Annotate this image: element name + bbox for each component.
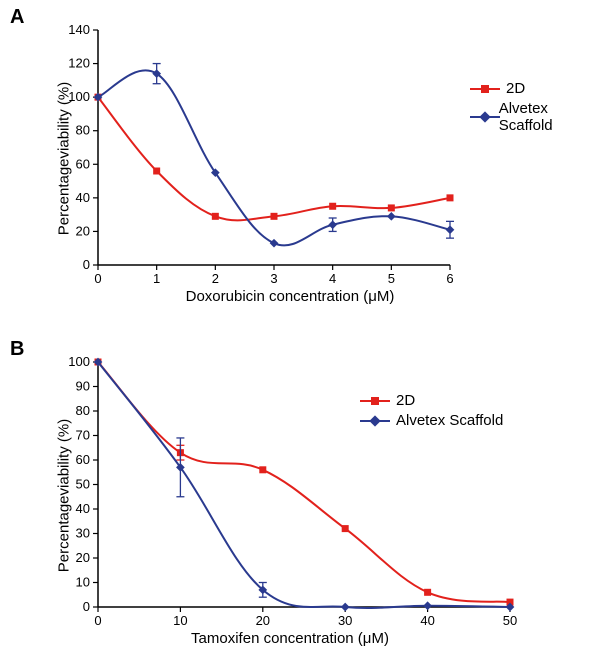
legend-marker-alvetex-b	[360, 414, 390, 428]
svg-text:100: 100	[68, 354, 90, 369]
svg-text:0: 0	[83, 257, 90, 272]
chart-a-legend: 2D Alvetex Scaffold	[470, 80, 580, 137]
svg-text:60: 60	[76, 452, 90, 467]
svg-text:20: 20	[256, 613, 270, 628]
svg-text:3: 3	[270, 271, 277, 286]
svg-text:5: 5	[388, 271, 395, 286]
svg-text:6: 6	[446, 271, 453, 286]
svg-text:20: 20	[76, 223, 90, 238]
chart-a-xlabel: Doxorubicin concentration (μM)	[140, 288, 440, 305]
svg-text:90: 90	[76, 379, 90, 394]
legend-row-2d: 2D	[470, 80, 580, 97]
svg-text:30: 30	[338, 613, 352, 628]
svg-text:0: 0	[94, 613, 101, 628]
chart-b-legend: 2D Alvetex Scaffold	[360, 392, 503, 432]
legend-marker-2d	[470, 82, 500, 96]
chart-b-wrap: 0 10 20 30 40 50 60 70 80 90 100 0 10 20 30 40 50 Percen…	[40, 352, 580, 652]
legend-label-2d-b: 2D	[396, 392, 415, 409]
svg-text:70: 70	[76, 428, 90, 443]
legend-row-alvetex-b: Alvetex Scaffold	[360, 412, 503, 429]
legend-marker-alvetex	[470, 110, 493, 124]
svg-text:10: 10	[76, 575, 90, 590]
legend-label-alvetex-b: Alvetex Scaffold	[396, 412, 503, 429]
panel-label-a: A	[10, 6, 24, 29]
svg-text:50: 50	[76, 477, 90, 492]
svg-text:40: 40	[76, 501, 90, 516]
legend-label-2d: 2D	[506, 80, 525, 97]
svg-text:50: 50	[503, 613, 517, 628]
svg-text:40: 40	[420, 613, 434, 628]
chart-a-wrap: 0204060801001201400123456 Percentageviab…	[40, 20, 580, 310]
svg-text:10: 10	[173, 613, 187, 628]
svg-text:140: 140	[68, 22, 90, 37]
chart-a-ylabel: Percentageviability (%)	[56, 59, 73, 259]
legend-label-alvetex: Alvetex Scaffold	[499, 100, 580, 134]
figure-container: A 0204060801001201400123456 Percentagevi…	[0, 0, 600, 664]
legend-marker-2d-b	[360, 394, 390, 408]
svg-text:80: 80	[76, 403, 90, 418]
legend-row-2d-b: 2D	[360, 392, 503, 409]
chart-b-ylabel: Percentageviability (%)	[56, 396, 73, 596]
svg-text:60: 60	[76, 156, 90, 171]
svg-text:80: 80	[76, 123, 90, 138]
svg-text:30: 30	[76, 526, 90, 541]
chart-a-svg: 0204060801001201400123456	[40, 20, 580, 310]
svg-text:0: 0	[83, 599, 90, 614]
panel-label-b: B	[10, 338, 24, 361]
legend-row-alvetex: Alvetex Scaffold	[470, 100, 580, 134]
svg-text:20: 20	[76, 550, 90, 565]
svg-text:4: 4	[329, 271, 336, 286]
chart-b-xlabel: Tamoxifen concentration (μM)	[140, 630, 440, 647]
svg-text:0: 0	[94, 271, 101, 286]
svg-text:40: 40	[76, 190, 90, 205]
svg-text:1: 1	[153, 271, 160, 286]
svg-text:2: 2	[212, 271, 219, 286]
